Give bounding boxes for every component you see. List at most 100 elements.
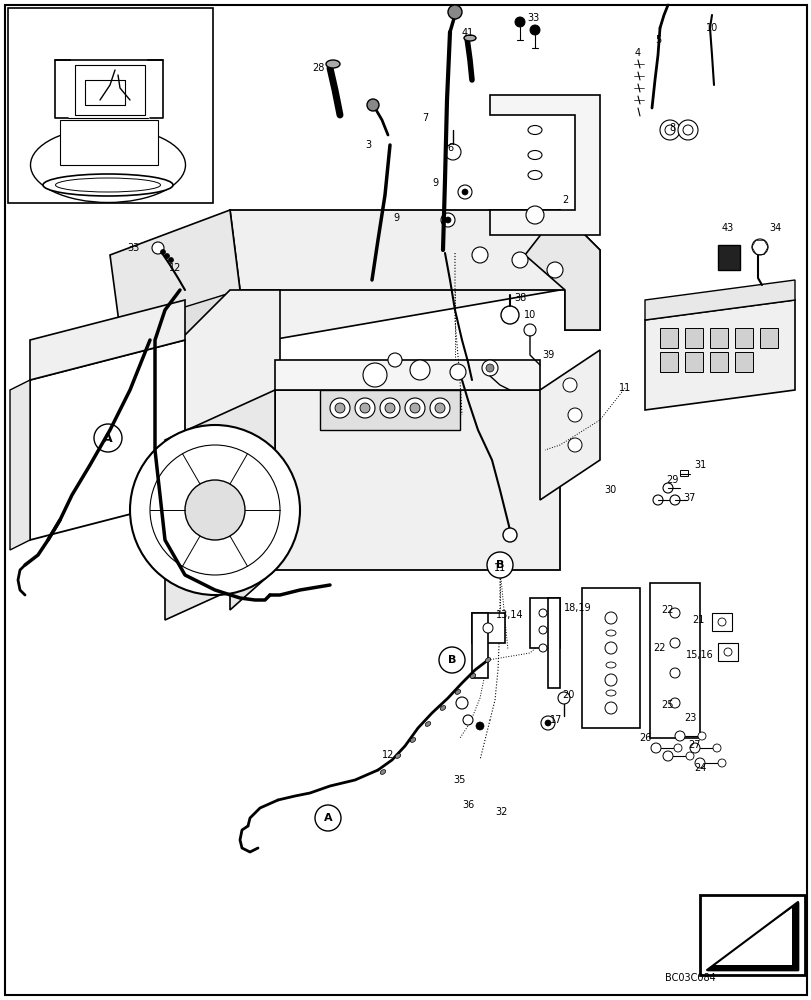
Circle shape xyxy=(500,306,518,324)
Text: 6: 6 xyxy=(446,143,453,153)
Text: 7: 7 xyxy=(422,113,427,123)
Polygon shape xyxy=(706,902,797,970)
Polygon shape xyxy=(180,290,280,440)
Polygon shape xyxy=(525,210,599,330)
Ellipse shape xyxy=(425,722,430,726)
Circle shape xyxy=(161,249,165,254)
Text: 33: 33 xyxy=(526,13,539,23)
Text: 13,14: 13,14 xyxy=(496,610,523,620)
Circle shape xyxy=(514,17,525,27)
Ellipse shape xyxy=(605,630,616,636)
Ellipse shape xyxy=(380,770,385,774)
Polygon shape xyxy=(165,390,275,620)
Circle shape xyxy=(677,120,697,140)
Circle shape xyxy=(604,642,616,654)
Text: 33: 33 xyxy=(127,243,139,253)
Polygon shape xyxy=(649,583,699,738)
Ellipse shape xyxy=(463,35,475,41)
Bar xyxy=(734,328,752,348)
Text: 5: 5 xyxy=(654,35,660,45)
Circle shape xyxy=(694,758,704,768)
Polygon shape xyxy=(530,598,560,648)
Text: 23: 23 xyxy=(683,713,695,723)
Circle shape xyxy=(439,647,465,673)
Text: 24: 24 xyxy=(693,763,706,773)
Text: BC03C084: BC03C084 xyxy=(664,973,714,983)
Bar xyxy=(759,328,777,348)
Ellipse shape xyxy=(455,690,460,694)
Circle shape xyxy=(557,692,569,704)
Text: 34: 34 xyxy=(768,223,780,233)
Circle shape xyxy=(751,239,767,255)
Bar xyxy=(734,352,752,372)
Text: 22: 22 xyxy=(653,643,666,653)
Polygon shape xyxy=(706,902,797,970)
Circle shape xyxy=(165,253,169,258)
Circle shape xyxy=(475,722,483,730)
Polygon shape xyxy=(581,588,639,728)
Text: 17: 17 xyxy=(549,715,561,725)
Circle shape xyxy=(568,438,581,452)
Circle shape xyxy=(539,609,547,617)
Ellipse shape xyxy=(31,128,185,203)
Polygon shape xyxy=(30,340,185,540)
Polygon shape xyxy=(155,210,560,360)
Polygon shape xyxy=(60,120,158,165)
Circle shape xyxy=(487,552,513,578)
Circle shape xyxy=(486,364,493,372)
Circle shape xyxy=(669,495,679,505)
Text: 22: 22 xyxy=(661,605,673,615)
Polygon shape xyxy=(489,95,599,235)
Ellipse shape xyxy=(440,706,445,710)
Text: 28: 28 xyxy=(311,63,324,73)
Circle shape xyxy=(526,206,543,224)
Circle shape xyxy=(483,623,492,633)
Text: 26: 26 xyxy=(638,733,650,743)
Circle shape xyxy=(410,360,430,380)
Circle shape xyxy=(435,403,444,413)
Circle shape xyxy=(568,408,581,422)
Circle shape xyxy=(604,702,616,714)
Circle shape xyxy=(169,257,174,262)
Text: 15,16: 15,16 xyxy=(685,650,713,660)
Circle shape xyxy=(512,252,527,268)
Text: 27: 27 xyxy=(688,740,701,750)
Bar xyxy=(709,328,727,348)
Polygon shape xyxy=(320,390,460,430)
Text: 36: 36 xyxy=(461,800,474,810)
Text: 10: 10 xyxy=(705,23,717,33)
Bar xyxy=(709,352,727,372)
Circle shape xyxy=(712,744,720,752)
Polygon shape xyxy=(10,380,30,550)
Circle shape xyxy=(482,360,497,376)
Circle shape xyxy=(405,398,424,418)
Text: 12: 12 xyxy=(381,750,393,760)
Ellipse shape xyxy=(605,690,616,696)
Circle shape xyxy=(530,25,539,35)
Text: 11: 11 xyxy=(493,563,505,573)
Ellipse shape xyxy=(527,171,541,180)
Circle shape xyxy=(363,363,387,387)
Circle shape xyxy=(152,242,164,254)
Circle shape xyxy=(315,805,341,831)
Circle shape xyxy=(669,668,679,678)
Bar xyxy=(8,8,212,203)
Text: B: B xyxy=(447,655,456,665)
Circle shape xyxy=(539,626,547,634)
Circle shape xyxy=(150,445,280,575)
Circle shape xyxy=(547,262,562,278)
Circle shape xyxy=(462,715,473,725)
Circle shape xyxy=(650,743,660,753)
Circle shape xyxy=(723,648,731,656)
Text: 29: 29 xyxy=(665,475,677,485)
Circle shape xyxy=(697,732,705,740)
Circle shape xyxy=(669,698,679,708)
Circle shape xyxy=(659,120,679,140)
Circle shape xyxy=(674,731,684,741)
Ellipse shape xyxy=(527,151,541,160)
Circle shape xyxy=(540,716,554,730)
Polygon shape xyxy=(471,613,487,678)
Text: A: A xyxy=(103,432,113,444)
Polygon shape xyxy=(717,643,737,661)
Circle shape xyxy=(717,759,725,767)
